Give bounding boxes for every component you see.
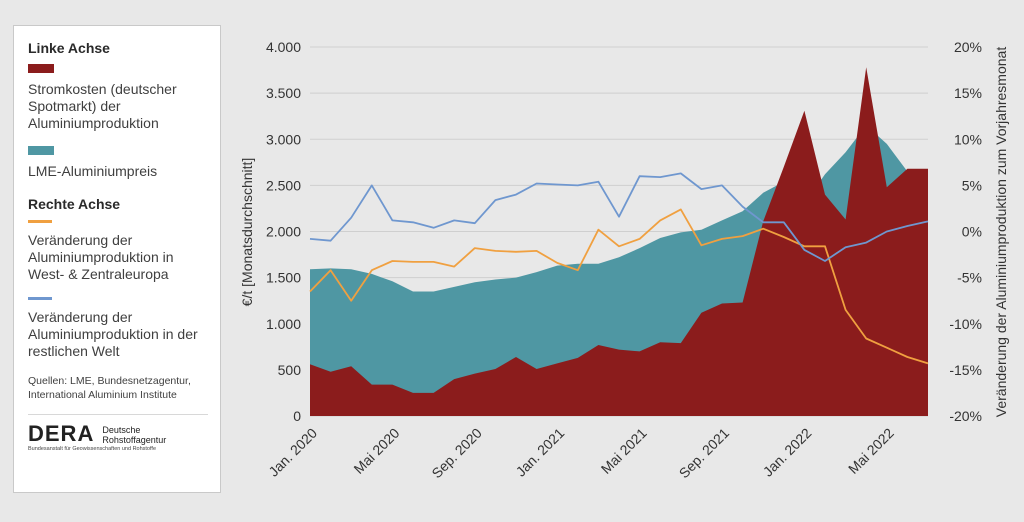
legend-label-lme: LME-Aluminiumpreis: [28, 163, 158, 179]
dera-logo-text: Deutsche Rohstoffagentur: [102, 423, 166, 445]
legend-divider: [28, 414, 208, 415]
y-tick-label-right: -5%: [957, 270, 982, 286]
line-west-central-europe: [309, 208, 929, 365]
dera-logo-line2: Rohstoffagentur: [102, 435, 167, 445]
legend-label-stromkosten: Stromkosten (deutscher Spotmarkt) der Al…: [28, 81, 177, 131]
area-series: [310, 67, 928, 417]
legend-sources: Quellen: LME, Bundesnetzagentur, Interna…: [28, 375, 191, 401]
x-tick-label: Mai 2020: [350, 425, 402, 477]
x-tick-label: Mai 2021: [598, 425, 650, 477]
legend-label-rest-world: Veränderung der Aluminiumproduktion in d…: [28, 309, 198, 359]
legend-left-axis-title: Linke Achse: [28, 40, 110, 56]
y-axis-left-ticks: 0 500 1.000 1.500 2.000 2.500 3.000 3.500 4.000: [266, 39, 301, 424]
x-tick-label: Sep. 2020: [428, 425, 485, 482]
y-tick-label-left: 500: [278, 362, 302, 378]
y-tick-label-right: 10%: [954, 131, 982, 147]
dera-logo-mark: DERA: [28, 423, 94, 445]
y-tick-label-right: -20%: [949, 408, 982, 424]
y-tick-label-left: 1.000: [266, 316, 301, 332]
legend-swatch-stromkosten: [28, 64, 54, 73]
legend-swatch-rest-world: [28, 297, 52, 300]
y-tick-label-left: 2.000: [266, 224, 301, 240]
line-series: [309, 172, 929, 365]
y-tick-label-right: -10%: [949, 316, 982, 332]
dera-logo-subline: Bundesanstalt für Geowissenschaften und …: [28, 446, 157, 452]
y-tick-label-right: 20%: [954, 39, 982, 55]
x-tick-label: Mai 2022: [845, 425, 897, 477]
x-tick-label: Jan. 2021: [513, 425, 568, 480]
y-tick-label-left: 3.500: [266, 85, 301, 101]
y-tick-label-left: 1.500: [266, 270, 301, 286]
y-axis-right-label: Veränderung der Aluminiumproduktion zum …: [993, 47, 1009, 418]
x-tick-label: Sep. 2021: [676, 425, 733, 482]
y-tick-label-right: -15%: [949, 362, 982, 378]
dera-logo: DERA Deutsche Rohstoffagentur: [28, 423, 208, 446]
legend-right-axis-title: Rechte Achse: [28, 196, 121, 212]
y-axis-right-ticks: -20% -15% -10% -5% 0% 5% 10% 15% 20%: [949, 39, 982, 424]
y-axis-left-label: €/t [Monatsdurchschnitt]: [239, 158, 255, 307]
y-tick-label-right: 0%: [962, 224, 982, 240]
area-electricity-cost: [310, 67, 928, 417]
y-tick-label-left: 3.000: [266, 131, 301, 147]
line-rest-of-world: [309, 172, 929, 262]
legend-label-west-europe: Veränderung der Aluminiumproduktion in W…: [28, 232, 174, 282]
dera-logo-line1: Deutsche: [102, 425, 141, 435]
dera-logo-mark-text: DERA: [28, 421, 95, 446]
legend-swatch-lme: [28, 146, 54, 155]
y-tick-label-right: 5%: [962, 177, 982, 193]
y-tick-label-left: 0: [293, 408, 301, 424]
y-tick-label-left: 4.000: [266, 39, 301, 55]
x-axis-ticks: Jan. 2020 Mai 2020 Sep. 2020 Jan. 2021 Mai 2…: [265, 425, 897, 482]
x-tick-label: Jan. 2022: [760, 425, 815, 480]
x-tick-label: Jan. 2020: [265, 425, 320, 480]
y-tick-label-right: 15%: [954, 85, 982, 101]
legend-swatch-west-europe: [28, 220, 52, 223]
y-tick-label-left: 2.500: [266, 177, 301, 193]
legend-panel: Linke Achse Stromkosten (deutscher Spotm…: [13, 25, 221, 493]
